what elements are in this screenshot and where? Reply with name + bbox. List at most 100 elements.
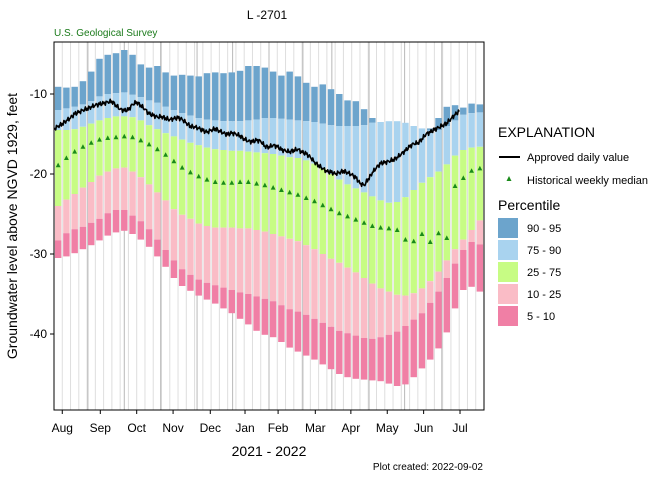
percentile-bar-10-25 bbox=[468, 230, 475, 242]
percentile-bar-25-75 bbox=[443, 164, 451, 261]
median-marker bbox=[452, 183, 458, 188]
median-marker bbox=[196, 173, 202, 179]
legend-swatch bbox=[498, 306, 518, 326]
percentile-bar-5-10 bbox=[269, 301, 277, 338]
percentile-bar-75-90 bbox=[427, 130, 434, 178]
percentile-bar-75-90 bbox=[360, 125, 368, 193]
legend-median-label: Historical weekly median bbox=[527, 175, 648, 187]
percentile-bar-10-25 bbox=[327, 258, 335, 327]
x-tick-label: Nov bbox=[162, 421, 183, 435]
percentile-bar-25-75 bbox=[261, 153, 269, 232]
median-marker bbox=[179, 165, 185, 170]
percentile-bar-75-90 bbox=[87, 101, 95, 124]
percentile-bar-90-95 bbox=[54, 86, 62, 110]
percentile-bar-10-25 bbox=[352, 272, 360, 336]
median-marker bbox=[204, 177, 210, 182]
percentile-bar-90-95 bbox=[327, 89, 335, 126]
percentile-bar-25-75 bbox=[137, 120, 145, 178]
median-marker bbox=[130, 134, 135, 140]
percentile-bar-5-10 bbox=[393, 331, 401, 386]
percentile-bar-10-25 bbox=[195, 223, 202, 280]
percentile-bar-5-10 bbox=[203, 282, 211, 300]
percentile-bar-90-95 bbox=[336, 94, 343, 126]
percentile-bar-75-90 bbox=[435, 130, 442, 172]
percentile-bar-10-25 bbox=[63, 199, 70, 234]
median-marker bbox=[55, 162, 61, 168]
percentile-bar-90-95 bbox=[278, 75, 285, 119]
median-marker bbox=[188, 169, 193, 175]
percentile-bar-90-95 bbox=[112, 53, 120, 94]
median-marker bbox=[477, 165, 483, 171]
percentile-bar-5-10 bbox=[63, 233, 70, 257]
percentile-bar-25-75 bbox=[71, 129, 78, 194]
x-tick-label: Aug bbox=[52, 421, 73, 435]
percentile-bar-75-90 bbox=[96, 96, 103, 121]
percentile-bar-5-10 bbox=[170, 260, 178, 278]
percentile-bar-25-75 bbox=[121, 116, 128, 168]
percentile-bar-5-10 bbox=[187, 274, 194, 291]
percentile-bar-25-75 bbox=[220, 150, 227, 228]
percentile-bar-5-10 bbox=[460, 250, 467, 290]
plot-frame bbox=[53, 41, 485, 411]
percentile-bar-25-75 bbox=[427, 177, 434, 282]
x-tick-label: Jun bbox=[414, 421, 433, 435]
percentile-bar-5-10 bbox=[369, 338, 376, 381]
percentile-bar-75-90 bbox=[393, 121, 401, 202]
percentile-bar-5-10 bbox=[294, 311, 302, 352]
median-marker bbox=[237, 179, 243, 184]
median-marker bbox=[394, 227, 400, 232]
percentile-bar-90-95 bbox=[212, 72, 219, 121]
percentile-bar-75-90 bbox=[377, 122, 384, 201]
percentile-bar-10-25 bbox=[261, 231, 269, 299]
percentile-bar-25-75 bbox=[253, 152, 260, 230]
percentile-bar-25-75 bbox=[377, 200, 384, 289]
percentile-bar-90-95 bbox=[261, 67, 269, 118]
percentile-bar-10-25 bbox=[294, 241, 302, 312]
median-marker bbox=[345, 213, 350, 219]
percentile-bar-25-75 bbox=[104, 118, 111, 172]
percentile-bar-90-95 bbox=[236, 70, 244, 122]
median-marker bbox=[163, 152, 169, 157]
median-marker bbox=[419, 231, 425, 236]
percentile-bar-5-10 bbox=[327, 326, 335, 370]
median-marker bbox=[386, 225, 392, 231]
percentile-bar-10-25 bbox=[187, 218, 194, 275]
percentile-bar-75-90 bbox=[228, 121, 236, 151]
median-marker bbox=[279, 187, 284, 192]
legend-swatch bbox=[498, 284, 518, 304]
x-axis: Aug Sep Oct Nov Dec Jan Feb Mar Apr May Jun Jul bbox=[52, 410, 468, 435]
legend-percentile-label: 25 - 75 bbox=[527, 267, 561, 279]
percentile-bar-75-90 bbox=[203, 119, 211, 148]
percentile-bar-75-90 bbox=[121, 92, 128, 117]
minor-gridlines bbox=[61, 42, 477, 410]
percentile-bar-25-75 bbox=[476, 146, 484, 221]
percentile-bar-10-25 bbox=[87, 182, 95, 223]
median-marker bbox=[254, 181, 259, 186]
percentile-bar-75-90 bbox=[170, 110, 178, 137]
percentile-bar-5-10 bbox=[261, 298, 269, 335]
percentile-bar-75-90 bbox=[79, 104, 87, 127]
percentile-bar-10-25 bbox=[96, 175, 103, 219]
percentile-bar-90-95 bbox=[468, 103, 475, 114]
percentile-bar-75-90 bbox=[104, 94, 111, 118]
chart-title: L -2701 bbox=[247, 8, 288, 22]
x-tick-label: Apr bbox=[342, 421, 361, 435]
median-marker bbox=[353, 217, 359, 222]
median-marker bbox=[460, 175, 466, 180]
percentile-bar-25-75 bbox=[319, 168, 326, 254]
median-marker bbox=[221, 180, 226, 185]
percentile-bar-5-10 bbox=[71, 229, 78, 254]
percentile-bar-90-95 bbox=[203, 73, 211, 120]
x-tick-label: May bbox=[376, 421, 399, 435]
percentile-bar-5-10 bbox=[377, 337, 384, 382]
percentile-bar-25-75 bbox=[344, 184, 351, 268]
percentile-bar-10-25 bbox=[377, 288, 384, 338]
percentile-bar-90-95 bbox=[154, 66, 161, 103]
percentile-bar-75-90 bbox=[178, 113, 186, 140]
percentile-bar-10-25 bbox=[253, 230, 260, 297]
median-marker bbox=[121, 133, 127, 139]
percentile-bar-25-75 bbox=[187, 142, 194, 219]
percentile-bar-5-10 bbox=[435, 291, 442, 349]
percentile-bar-25-75 bbox=[129, 117, 136, 172]
percentile-bar-10-25 bbox=[162, 200, 169, 250]
